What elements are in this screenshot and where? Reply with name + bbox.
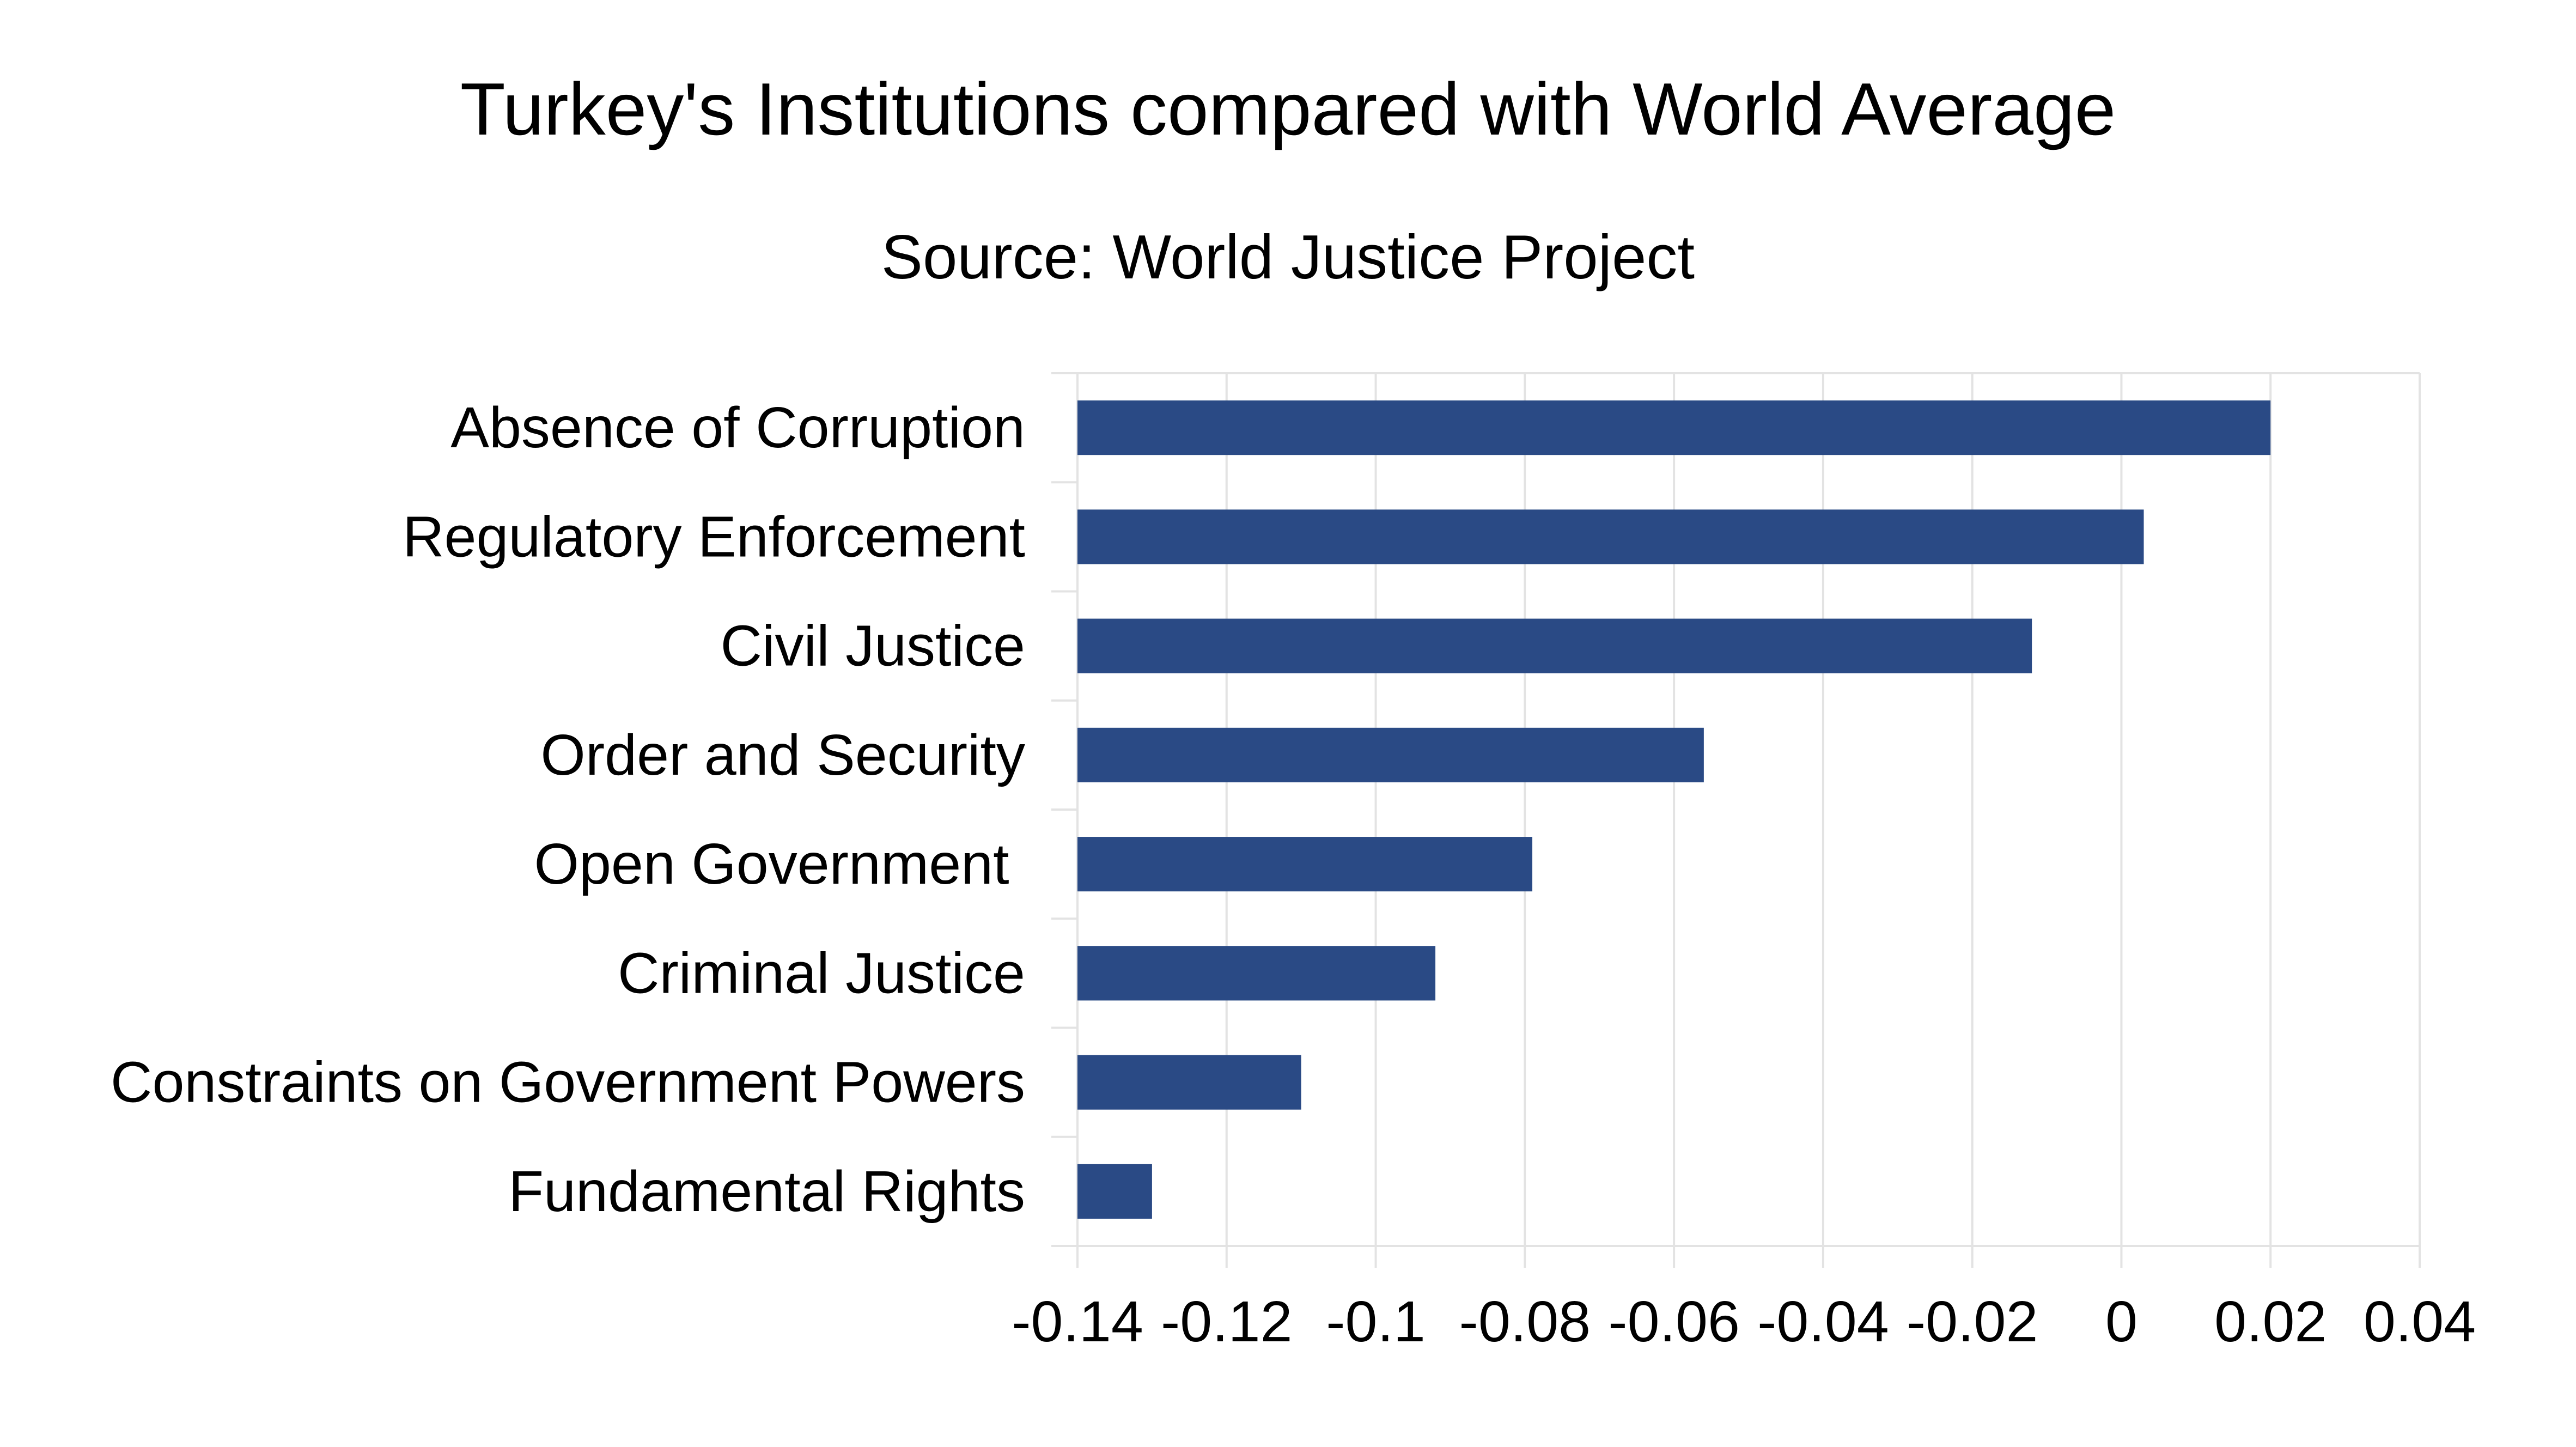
category-label: Absence of Corruption [450, 396, 1025, 460]
category-label: Fundamental Rights [508, 1159, 1025, 1224]
x-tick-label: -0.12 [1161, 1290, 1293, 1354]
category-label: Criminal Justice [618, 941, 1025, 1005]
chart-subtitle: Source: World Justice Project [881, 223, 1695, 292]
category-label: Civil Justice [720, 614, 1025, 678]
category-label: Open Government [534, 832, 1025, 896]
category-label: Order and Security [540, 723, 1025, 787]
bar [1077, 727, 1704, 782]
category-label: Regulatory Enforcement [403, 504, 1025, 569]
x-tick-label: -0.04 [1757, 1290, 1889, 1354]
bar [1077, 837, 1533, 892]
x-tick-label: -0.06 [1608, 1290, 1740, 1354]
x-axis-tick-labels: -0.14 -0.12 -0.1 -0.08 -0.06 -0.04 -0.02 0 0.02 0… [1012, 1290, 2476, 1354]
bar [1077, 618, 2032, 673]
x-tick-label: -0.1 [1326, 1290, 1426, 1354]
gridlines [1051, 372, 2421, 1268]
bar [1077, 400, 2271, 455]
bar [1077, 509, 2144, 564]
x-tick-label: 0.04 [2364, 1290, 2476, 1354]
category-labels: Absence of Corruption Regulatory Enforcem… [111, 396, 1025, 1224]
bars [1077, 400, 2271, 1219]
bar [1077, 1164, 1152, 1219]
x-tick-label: 0.02 [2214, 1290, 2327, 1354]
category-label: Constraints on Government Powers [111, 1050, 1025, 1115]
x-tick-label: -0.08 [1459, 1290, 1591, 1354]
x-tick-label: 0 [2105, 1290, 2137, 1354]
bar [1077, 946, 1436, 1001]
x-tick-label: -0.14 [1012, 1290, 1143, 1354]
bar [1077, 1055, 1301, 1110]
chart-title: Turkey's Institutions compared with Worl… [460, 68, 2116, 150]
x-tick-label: -0.02 [1907, 1290, 2038, 1354]
